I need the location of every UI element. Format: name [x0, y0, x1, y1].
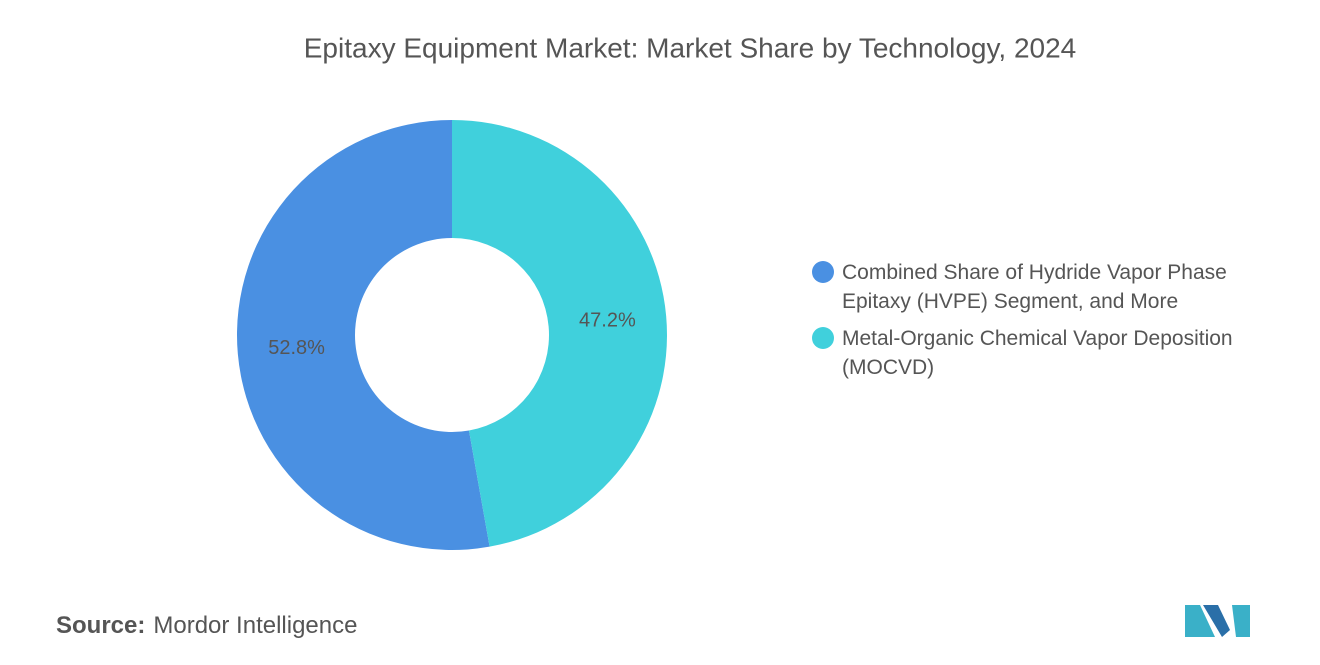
source: Mordor Intelligence [153, 612, 358, 639]
slice [452, 120, 667, 547]
legend-label: Metal-Organic Chemical Vapor Deposition … [842, 327, 1233, 379]
data-label: 47.2% [579, 310, 636, 332]
footer: Source: Mordor Intelligence [56, 612, 357, 640]
chart-title: Epitaxy Equipment Market: Market Share b… [304, 32, 1077, 63]
legend-item: Metal-Organic Chemical Vapor Deposition … [812, 324, 1282, 382]
slice [236, 120, 490, 550]
legend-swatch [812, 261, 834, 283]
legend-swatch [812, 327, 834, 349]
data-label: 52.8% [268, 337, 325, 359]
legend-label: Combined Share of Hydride Vapor Phase Ep… [842, 261, 1227, 313]
legend: Combined Share of Hydride Vapor Phase Ep… [812, 258, 1282, 390]
logo [1185, 605, 1250, 637]
legend-item: Combined Share of Hydride Vapor Phase Ep… [812, 258, 1282, 316]
source-label: Source: [56, 612, 146, 639]
